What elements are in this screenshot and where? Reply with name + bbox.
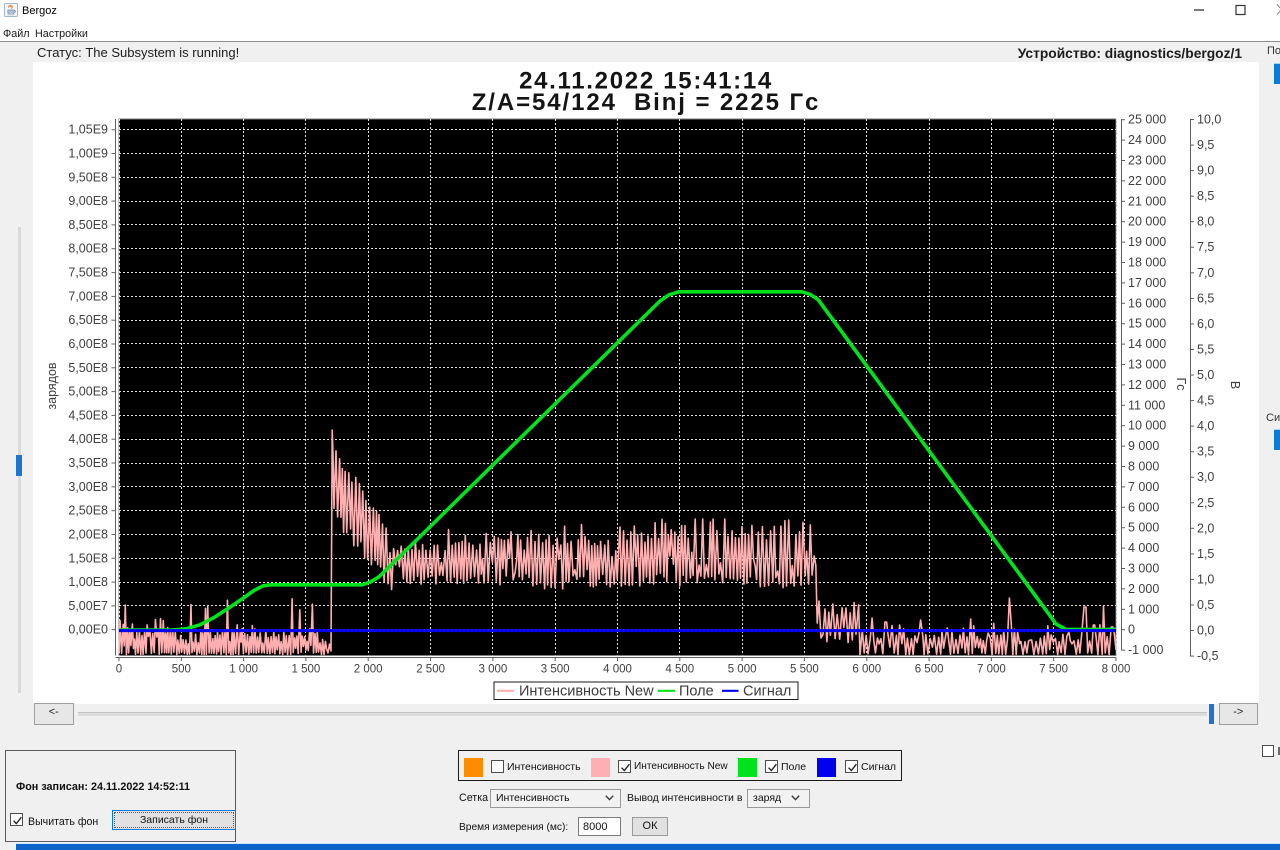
svg-text:3,0: 3,0	[1197, 470, 1214, 484]
svg-text:7,0: 7,0	[1197, 266, 1214, 280]
svg-text:8,0: 8,0	[1197, 215, 1214, 229]
svg-text:1,50E8: 1,50E8	[68, 551, 108, 565]
svg-text:6,5: 6,5	[1197, 291, 1214, 305]
svg-text:3,50E8: 3,50E8	[68, 456, 108, 470]
svg-text:16 000: 16 000	[1128, 296, 1166, 310]
svg-text:зарядов: зарядов	[45, 362, 59, 410]
svg-text:23 000: 23 000	[1128, 154, 1166, 168]
svg-text:10,0: 10,0	[1197, 113, 1221, 127]
svg-text:5 000: 5 000	[1128, 521, 1159, 535]
svg-text:1,5: 1,5	[1197, 547, 1214, 561]
svg-text:Поле: Поле	[679, 684, 714, 700]
svg-text:7 000: 7 000	[1128, 480, 1159, 494]
svg-text:1 000: 1 000	[1128, 602, 1159, 616]
svg-text:24.11.2022 15:41:14: 24.11.2022 15:41:14	[519, 68, 773, 95]
svg-text:20 000: 20 000	[1128, 215, 1166, 229]
svg-text:2,0: 2,0	[1197, 521, 1214, 535]
svg-text:21 000: 21 000	[1128, 194, 1166, 208]
svg-text:11 000: 11 000	[1128, 398, 1165, 412]
svg-text:8,00E8: 8,00E8	[68, 242, 108, 256]
svg-text:13 000: 13 000	[1128, 358, 1166, 372]
svg-text:7 000: 7 000	[977, 664, 1006, 676]
svg-text:0,0: 0,0	[1197, 624, 1214, 638]
svg-text:2,5: 2,5	[1197, 496, 1214, 510]
svg-text:8 000: 8 000	[1102, 664, 1131, 676]
svg-text:1,00E8: 1,00E8	[68, 575, 108, 589]
svg-text:2,50E8: 2,50E8	[68, 504, 108, 518]
svg-text:Сигнал: Сигнал	[743, 684, 791, 700]
svg-text:3,00E8: 3,00E8	[68, 480, 108, 494]
svg-text:4 500: 4 500	[665, 664, 694, 676]
svg-text:В: В	[1228, 381, 1242, 389]
svg-text:4 000: 4 000	[1128, 541, 1159, 555]
svg-text:6,00E8: 6,00E8	[68, 337, 108, 351]
svg-text:9,00E8: 9,00E8	[68, 194, 108, 208]
svg-text:8 000: 8 000	[1128, 460, 1159, 474]
svg-text:7,5: 7,5	[1197, 240, 1214, 254]
svg-text:9,0: 9,0	[1197, 164, 1214, 178]
svg-text:6,0: 6,0	[1197, 317, 1214, 331]
svg-text:1 500: 1 500	[292, 664, 321, 676]
svg-text:8,50E8: 8,50E8	[68, 218, 108, 232]
svg-text:500: 500	[172, 664, 191, 676]
svg-text:7,00E8: 7,00E8	[68, 289, 108, 303]
svg-text:15 000: 15 000	[1128, 317, 1166, 331]
svg-text:0: 0	[1128, 623, 1135, 637]
svg-text:6 500: 6 500	[915, 664, 944, 676]
svg-text:1,0: 1,0	[1197, 572, 1214, 586]
svg-text:Интенсивность New: Интенсивность New	[519, 684, 654, 700]
svg-text:10 000: 10 000	[1128, 419, 1166, 433]
svg-text:5,00E8: 5,00E8	[68, 385, 108, 399]
svg-text:4,00E8: 4,00E8	[68, 432, 108, 446]
svg-text:Гс: Гс	[1174, 377, 1188, 390]
svg-text:17 000: 17 000	[1128, 276, 1166, 290]
svg-text:2,00E8: 2,00E8	[68, 528, 108, 542]
svg-text:18 000: 18 000	[1128, 256, 1166, 270]
svg-text:5,5: 5,5	[1197, 343, 1214, 357]
svg-text:1,00E9: 1,00E9	[68, 147, 108, 161]
svg-text:3 500: 3 500	[541, 664, 570, 676]
svg-text:2 000: 2 000	[354, 664, 383, 676]
svg-text:8,5: 8,5	[1197, 189, 1214, 203]
svg-text:24 000: 24 000	[1128, 133, 1166, 147]
svg-text:7,50E8: 7,50E8	[68, 266, 108, 280]
svg-text:4,0: 4,0	[1197, 419, 1214, 433]
svg-text:5,0: 5,0	[1197, 368, 1214, 382]
svg-text:1 000: 1 000	[229, 664, 258, 676]
svg-text:4,5: 4,5	[1197, 394, 1214, 408]
svg-text:5 000: 5 000	[728, 664, 757, 676]
svg-text:3 000: 3 000	[1128, 562, 1159, 576]
svg-text:9 000: 9 000	[1128, 439, 1159, 453]
svg-text:7 500: 7 500	[1039, 664, 1068, 676]
svg-text:12 000: 12 000	[1128, 378, 1166, 392]
svg-text:-1 000: -1 000	[1128, 643, 1163, 657]
svg-text:5 500: 5 500	[790, 664, 819, 676]
svg-text:2 000: 2 000	[1128, 582, 1159, 596]
svg-text:1,05E9: 1,05E9	[68, 123, 108, 137]
svg-text:5,00E7: 5,00E7	[68, 599, 108, 613]
svg-text:3,5: 3,5	[1197, 445, 1214, 459]
svg-text:0: 0	[116, 664, 122, 676]
svg-text:6 000: 6 000	[852, 664, 881, 676]
svg-text:0,5: 0,5	[1197, 598, 1214, 612]
svg-text:9,5: 9,5	[1197, 138, 1214, 152]
svg-text:22 000: 22 000	[1128, 174, 1166, 188]
svg-text:9,50E8: 9,50E8	[68, 170, 108, 184]
svg-text:19 000: 19 000	[1128, 235, 1166, 249]
svg-text:5,50E8: 5,50E8	[68, 361, 108, 375]
svg-text:-0,5: -0,5	[1197, 649, 1219, 663]
svg-text:4 000: 4 000	[603, 664, 632, 676]
svg-text:3 000: 3 000	[479, 664, 508, 676]
svg-text:25 000: 25 000	[1128, 113, 1166, 127]
svg-text:6,50E8: 6,50E8	[68, 313, 108, 327]
svg-text:14 000: 14 000	[1128, 337, 1166, 351]
svg-text:0,00E0: 0,00E0	[68, 623, 108, 637]
svg-text:Z/A=54/124 Binj = 2225 Гс: Z/A=54/124 Binj = 2225 Гс	[472, 89, 821, 116]
svg-text:2 500: 2 500	[416, 664, 445, 676]
svg-text:6 000: 6 000	[1128, 500, 1159, 514]
svg-text:4,50E8: 4,50E8	[68, 408, 108, 422]
